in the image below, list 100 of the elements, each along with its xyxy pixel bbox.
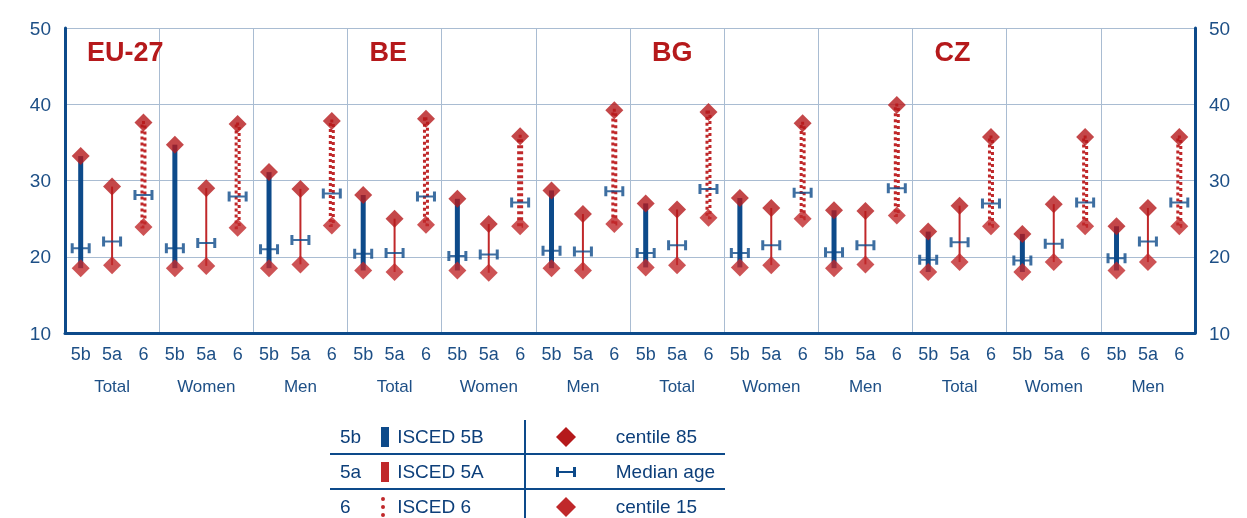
- point: [260, 259, 279, 278]
- x-tick-label: 5a: [196, 344, 218, 364]
- point: [793, 209, 812, 228]
- category-label: 6: [340, 495, 351, 517]
- point: [856, 202, 875, 220]
- point: [103, 177, 122, 196]
- point: [981, 128, 1000, 147]
- category-label: 5b: [340, 425, 362, 447]
- x-tick-label: 5b: [918, 344, 939, 364]
- y2-tick-label: 40: [1209, 93, 1231, 115]
- category-label: 5a: [340, 460, 362, 482]
- y-tick-label: 20: [29, 246, 51, 268]
- point: [416, 109, 435, 128]
- point: [1013, 224, 1032, 243]
- x-tick-label: 5b: [259, 344, 280, 364]
- point: [699, 102, 718, 121]
- point: [950, 253, 969, 272]
- point: [668, 200, 687, 219]
- point: [322, 112, 341, 131]
- point: [1138, 253, 1157, 272]
- x-tick-label: 5a: [1137, 344, 1159, 364]
- point: [1076, 217, 1095, 236]
- y2-tick-label: 20: [1209, 246, 1231, 268]
- point: [385, 209, 404, 228]
- point: [856, 255, 875, 274]
- legend-label: ISCED 5B: [397, 425, 484, 447]
- x-tick-label: 5a: [855, 344, 877, 364]
- x-tick-label: 5b: [447, 344, 468, 364]
- point: [542, 181, 561, 200]
- point: [291, 255, 310, 274]
- x-tick-label: 5b: [353, 344, 374, 364]
- legend-label: ISCED 5A: [397, 460, 484, 482]
- point: [103, 256, 122, 275]
- point: [793, 114, 812, 133]
- legend-label: ISCED 6: [397, 495, 472, 517]
- annotation: EU-27: [87, 36, 164, 67]
- x-tick-label: 6: [1174, 344, 1185, 364]
- legend-label: Median age: [605, 454, 726, 489]
- point: [165, 259, 184, 278]
- x-tick-label: 5a: [478, 344, 500, 364]
- point: [197, 256, 216, 275]
- x-tick-label: 5a: [572, 344, 594, 364]
- y-tick-label: 40: [29, 93, 51, 115]
- text: Total: [376, 377, 413, 396]
- annotation: CZ: [934, 36, 971, 67]
- x-tick-label: 5b: [70, 344, 91, 364]
- point: [479, 214, 498, 233]
- point: [668, 256, 687, 275]
- point: [228, 218, 247, 237]
- point: [605, 214, 624, 233]
- text: Men: [283, 377, 317, 396]
- point: [636, 194, 655, 213]
- point: [730, 189, 749, 208]
- point: [605, 101, 624, 120]
- legend-label: centile 85: [614, 424, 699, 449]
- point: [1107, 261, 1126, 280]
- point: [919, 222, 938, 241]
- x-tick-label: 5a: [949, 344, 971, 364]
- point: [573, 205, 592, 224]
- y2-tick-label: 30: [1209, 170, 1231, 191]
- x-tick-label: 6: [138, 344, 149, 364]
- point: [950, 196, 969, 215]
- text: Total: [659, 377, 696, 396]
- x-tick-label: 6: [232, 344, 243, 364]
- text: Women: [177, 377, 236, 396]
- point: [479, 263, 498, 282]
- point: [260, 163, 279, 182]
- point: [730, 258, 749, 277]
- x-tick-label: 5a: [761, 344, 783, 364]
- point: [134, 218, 153, 237]
- text: Women: [1024, 377, 1083, 396]
- point: [825, 201, 844, 220]
- x-tick-label: 5b: [824, 344, 845, 364]
- point: [1013, 263, 1032, 281]
- point: [636, 258, 655, 277]
- text: Total: [941, 377, 978, 396]
- point: [1107, 217, 1126, 236]
- point: [919, 263, 938, 281]
- x-tick-label: 6: [326, 344, 337, 364]
- point: [887, 206, 906, 225]
- x-tick-label: 5a: [102, 344, 124, 364]
- point: [1170, 217, 1189, 236]
- y-tick-label: 30: [29, 170, 51, 191]
- x-tick-label: 6: [420, 344, 431, 364]
- x-tick-label: 6: [891, 344, 902, 364]
- y2-tick-label: 50: [1209, 17, 1231, 39]
- x-tick-label: 5b: [1012, 344, 1033, 364]
- legend-label: centile 15: [605, 489, 726, 518]
- point: [354, 185, 373, 204]
- text: Men: [848, 377, 882, 396]
- x-tick-label: 6: [609, 344, 620, 364]
- text: Women: [459, 377, 518, 396]
- text: Women: [742, 377, 801, 396]
- point: [511, 127, 530, 146]
- point: [1044, 195, 1063, 214]
- point: [197, 179, 216, 198]
- point: [1044, 253, 1063, 272]
- x-tick-label: 5a: [290, 344, 312, 364]
- point: [762, 198, 781, 217]
- annotation: BE: [369, 36, 408, 67]
